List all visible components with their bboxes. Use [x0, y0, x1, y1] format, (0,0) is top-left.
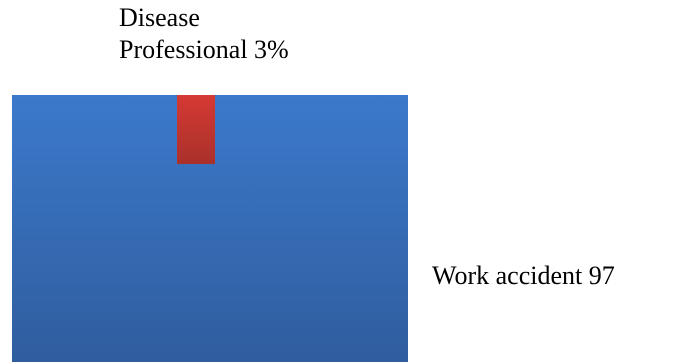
professional-disease-label: Disease Professional 3%	[119, 2, 289, 66]
work-accident-label: Work accident 97	[432, 260, 615, 292]
work-accident-label-text: Work accident 97	[432, 261, 615, 290]
professional-disease-label-line1: Disease	[119, 3, 200, 32]
professional-disease-label-line2: Professional 3%	[119, 35, 289, 64]
bar-professional-disease	[177, 95, 215, 164]
